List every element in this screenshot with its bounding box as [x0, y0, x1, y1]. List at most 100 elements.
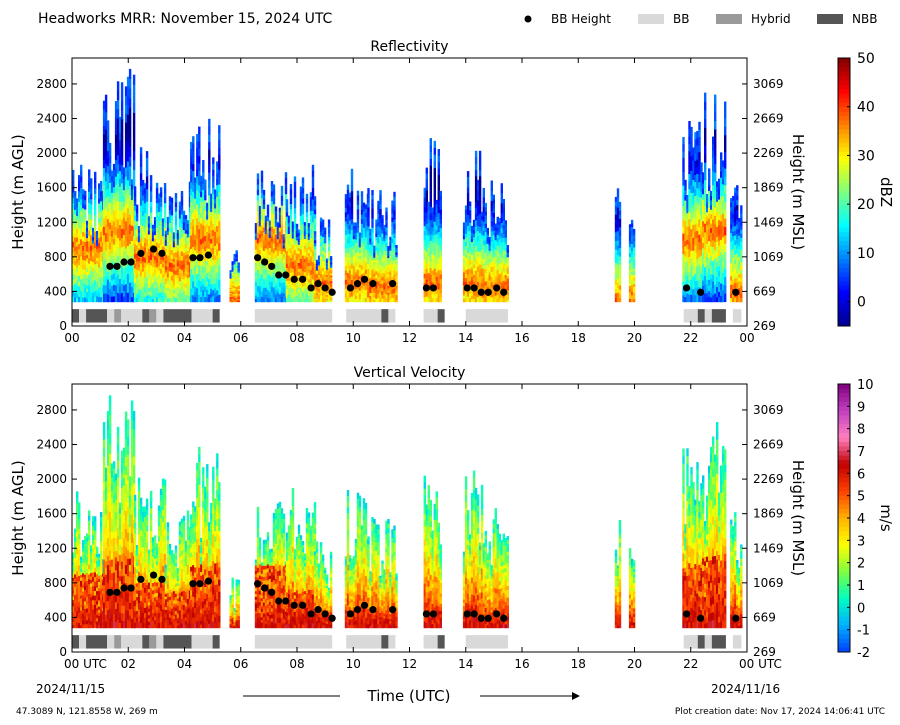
- echo-cell: [716, 226, 719, 232]
- echo-cell: [287, 262, 291, 267]
- echo-cell: [76, 202, 79, 208]
- echo-cell: [698, 271, 701, 280]
- echo-cell: [80, 290, 83, 297]
- echo-cell: [303, 232, 307, 236]
- echo-cell: [498, 263, 501, 268]
- echo-cell: [264, 222, 268, 227]
- echo-cell: [84, 223, 87, 229]
- echo-cell: [311, 267, 315, 274]
- echo-cell: [188, 241, 192, 248]
- echo-cell: [700, 243, 703, 250]
- echo-cell: [166, 248, 170, 253]
- echo-cell: [170, 236, 174, 242]
- echo-cell: [260, 203, 264, 210]
- echo-cell: [133, 297, 137, 303]
- echo-cell: [431, 297, 434, 303]
- echo-cell: [321, 243, 325, 248]
- echo-cell: [135, 281, 139, 286]
- echo-cell: [186, 284, 190, 289]
- echo-cell: [303, 248, 307, 253]
- echo-cell: [143, 237, 147, 243]
- echo-cell: [299, 196, 303, 202]
- echo-cell: [120, 173, 124, 184]
- echo-cell: [303, 235, 307, 240]
- echo-cell: [272, 208, 276, 215]
- echo-cell: [710, 204, 713, 210]
- echo-cell: [387, 269, 390, 272]
- echo-cell: [235, 265, 238, 268]
- echo-cell: [124, 131, 128, 141]
- echo-cell: [74, 223, 77, 229]
- echo-cell: [354, 222, 358, 227]
- echo-cell: [492, 248, 495, 254]
- echo-cell: [301, 250, 305, 256]
- echo-cell: [212, 271, 215, 279]
- echo-cell: [196, 148, 199, 156]
- echo-cell: [284, 193, 288, 200]
- echo-cell: [161, 291, 165, 296]
- echo-cell: [188, 201, 192, 208]
- echo-cell: [325, 291, 329, 294]
- echo-cell: [367, 240, 370, 246]
- echo-cell: [254, 229, 258, 234]
- echo-cell: [268, 234, 272, 238]
- echo-cell: [352, 228, 356, 233]
- echo-cell: [367, 259, 370, 265]
- echo-cell: [437, 295, 440, 303]
- echo-cell: [346, 262, 350, 268]
- echo-cell: [311, 216, 315, 223]
- echo-cell: [174, 252, 178, 257]
- echo-cell: [329, 284, 333, 287]
- echo-cell: [490, 231, 493, 237]
- echo-cell: [367, 202, 370, 208]
- echo-cell: [360, 241, 364, 247]
- echo-cell: [395, 245, 398, 248]
- echo-cell: [362, 297, 366, 303]
- echo-cell: [202, 213, 205, 220]
- echo-cell: [315, 263, 319, 266]
- echo-cell: [153, 280, 157, 285]
- echo-column: [190, 118, 221, 303]
- echo-cell: [628, 295, 632, 299]
- echo-cell: [254, 291, 258, 296]
- echo-cell: [327, 240, 331, 244]
- echo-cell: [305, 256, 309, 262]
- echo-cell: [262, 273, 266, 279]
- echo-cell: [88, 186, 91, 192]
- echo-cell: [393, 219, 396, 225]
- echo-cell: [710, 232, 713, 238]
- echo-cell: [321, 274, 325, 279]
- echo-cell: [287, 244, 291, 249]
- echo-cell: [367, 221, 370, 227]
- echo-cell: [86, 247, 89, 252]
- echo-cell: [379, 264, 382, 270]
- echo-cell: [506, 290, 509, 293]
- echo-cell: [684, 271, 687, 277]
- echo-cell: [718, 224, 721, 231]
- echo-cell: [716, 291, 719, 298]
- echo-cell: [237, 288, 240, 291]
- echo-cell: [110, 219, 114, 226]
- echo-cell: [120, 146, 124, 156]
- echo-cell: [690, 272, 693, 281]
- echo-cell: [88, 202, 91, 209]
- echo-cell: [276, 255, 280, 260]
- echo-cell: [632, 298, 636, 303]
- echo-cell: [720, 276, 723, 284]
- echo-cell: [147, 219, 151, 224]
- echo-cell: [431, 207, 434, 212]
- echo-cell: [233, 271, 236, 275]
- echo-cell: [190, 228, 193, 236]
- echo-cell: [196, 210, 199, 219]
- echo-cell: [716, 196, 719, 202]
- echo-cell: [214, 283, 217, 289]
- echo-cell: [143, 277, 147, 283]
- echo-cell: [285, 263, 289, 268]
- echo-cell: [295, 282, 299, 286]
- echo-cell: [128, 88, 132, 99]
- echo-cell: [303, 295, 307, 299]
- echo-cell: [126, 151, 130, 162]
- echo-cell: [387, 290, 390, 293]
- echo-cell: [126, 86, 130, 96]
- echo-cell: [262, 283, 266, 289]
